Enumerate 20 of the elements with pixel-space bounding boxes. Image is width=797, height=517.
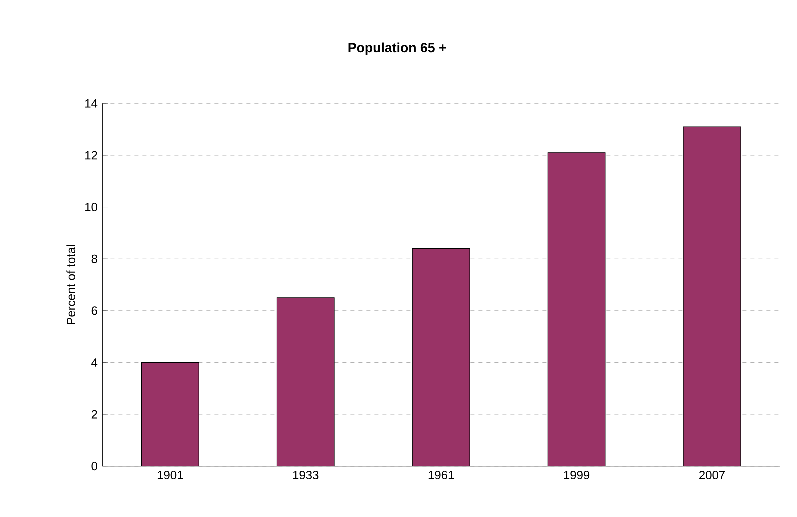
y-tick-label: 8 (92, 254, 98, 264)
chart-title: Population 65 + (348, 42, 446, 56)
y-tick-label: 14 (86, 100, 98, 108)
y-tick-label: 12 (86, 151, 98, 160)
x-tick-label: 1933 (293, 471, 319, 480)
x-tick-label: 2007 (700, 471, 725, 480)
y-tick-label: 0 (92, 462, 98, 471)
bar (276, 298, 335, 466)
y-tick-label: 10 (86, 203, 98, 212)
bar (412, 248, 470, 466)
x-tick-label: 1901 (158, 471, 184, 480)
x-tick-label: 1999 (564, 471, 590, 480)
bar (548, 152, 606, 466)
bar (683, 126, 742, 466)
y-tick-label: 6 (92, 306, 98, 316)
y-axis-title: Percent of total (66, 245, 76, 324)
bar (141, 362, 200, 466)
y-tick-label: 2 (92, 410, 98, 419)
y-tick-label: 4 (92, 358, 98, 367)
x-tick-label: 1961 (428, 471, 454, 480)
